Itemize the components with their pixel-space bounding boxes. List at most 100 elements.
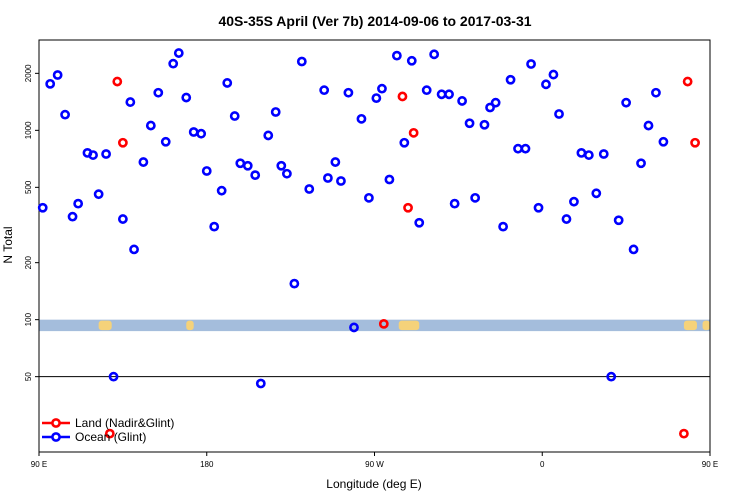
ocean-point: [160, 136, 171, 147]
ocean-point: [464, 118, 475, 129]
ocean-point: [414, 217, 425, 228]
ocean-point: [658, 136, 669, 147]
land-patch-africa: [683, 320, 697, 331]
x-tick-label: 90 W: [365, 460, 384, 469]
x-tick-label: 90 E: [702, 460, 718, 469]
ocean-point: [73, 198, 84, 209]
legend-label-ocean: Ocean (Glint): [75, 430, 146, 444]
ocean-point: [242, 160, 253, 171]
y-tick-label: 50: [24, 372, 33, 381]
y-tick-label: 100: [24, 312, 33, 326]
ocean-point: [554, 109, 564, 119]
legend-marker-ocean: [51, 432, 61, 442]
ocean-point: [485, 102, 495, 113]
ocean-point: [216, 185, 227, 196]
y-tick-label: 1000: [24, 121, 33, 139]
ocean-point: [429, 49, 440, 60]
ocean-point: [377, 83, 387, 94]
ocean-point: [505, 74, 516, 85]
y-tick-label: 200: [24, 255, 33, 269]
ocean-point: [263, 130, 274, 141]
ocean-point: [281, 168, 292, 179]
ocean-point: [222, 78, 233, 88]
ocean-point: [323, 173, 333, 183]
ocean-point: [628, 244, 639, 255]
x-axis-title: Longitude (deg E): [326, 477, 421, 491]
ocean-point: [129, 244, 139, 255]
ocean-point: [576, 147, 587, 158]
ocean-point: [520, 143, 531, 154]
land-point: [397, 91, 408, 102]
ocean-point: [188, 127, 199, 137]
ocean-point: [93, 189, 104, 200]
land-point: [408, 127, 419, 138]
chart-title: 40S-35S April (Ver 7b) 2014-09-06 to 201…: [218, 13, 531, 29]
ocean-point: [270, 107, 281, 117]
ocean-point: [88, 150, 98, 160]
legend-marker-land: [51, 418, 61, 428]
ocean-point: [490, 97, 501, 108]
ocean-point: [255, 378, 266, 389]
ocean-point: [196, 128, 207, 139]
land-point: [682, 76, 693, 87]
ocean-point: [526, 59, 536, 69]
ocean-strip: [39, 319, 710, 332]
data-points: [37, 48, 700, 439]
ocean-point: [145, 120, 156, 131]
ocean-point: [343, 87, 354, 98]
ocean-point: [470, 192, 481, 203]
land-patch-islands: [186, 320, 194, 331]
land-point: [104, 428, 115, 439]
ocean-point: [60, 109, 70, 120]
ocean-point: [52, 70, 63, 80]
legend-label-land: Land (Nadir&Glint): [75, 416, 174, 430]
x-tick-label: 90 E: [31, 460, 47, 469]
ocean-point: [613, 215, 624, 226]
ocean-point: [384, 174, 395, 185]
ocean-point: [201, 166, 212, 176]
ocean-point: [498, 221, 509, 232]
land-point: [112, 76, 123, 87]
ocean-point: [356, 113, 367, 124]
ocean-point: [125, 97, 136, 107]
ocean-point: [229, 111, 240, 121]
ocean-point: [168, 58, 179, 69]
x-tick-label: 180: [200, 460, 214, 469]
ocean-point: [235, 158, 246, 169]
ocean-point: [108, 371, 119, 382]
ocean-point: [276, 160, 287, 171]
land-point: [690, 137, 700, 148]
ocean-point: [436, 89, 447, 100]
ocean-point: [289, 278, 300, 289]
ocean-point: [101, 149, 111, 159]
ocean-point: [391, 50, 402, 61]
ocean-point: [449, 198, 460, 209]
y-axis-title: N Total: [1, 226, 15, 263]
ocean-point: [651, 87, 661, 98]
ocean-point: [304, 184, 315, 194]
ocean-point: [364, 192, 374, 203]
ocean-point: [541, 79, 551, 90]
ocean-point: [591, 188, 602, 199]
land-patch-edge: [702, 320, 710, 331]
x-tick-label: 0: [540, 460, 545, 469]
ocean-point: [399, 137, 410, 148]
y-axis: 50 100 200 500 1000 2000: [24, 64, 39, 381]
ocean-point: [45, 78, 56, 89]
ocean-point: [209, 221, 220, 232]
y-tick-label: 500: [24, 180, 33, 194]
x-axis: 90 E 180 90 W 0 90 E: [31, 452, 718, 469]
ocean-point: [319, 85, 330, 96]
ocean-point: [371, 93, 382, 103]
land-point: [117, 137, 128, 148]
ocean-point: [621, 97, 632, 108]
ocean-point: [153, 87, 164, 98]
ocean-point: [117, 214, 128, 224]
ocean-point: [569, 196, 579, 207]
ocean-point: [548, 69, 559, 80]
ocean-point: [173, 48, 184, 58]
legend: Land (Nadir&Glint)Ocean (Glint): [42, 416, 174, 444]
ocean-point: [330, 157, 341, 167]
ocean-point: [513, 143, 523, 154]
